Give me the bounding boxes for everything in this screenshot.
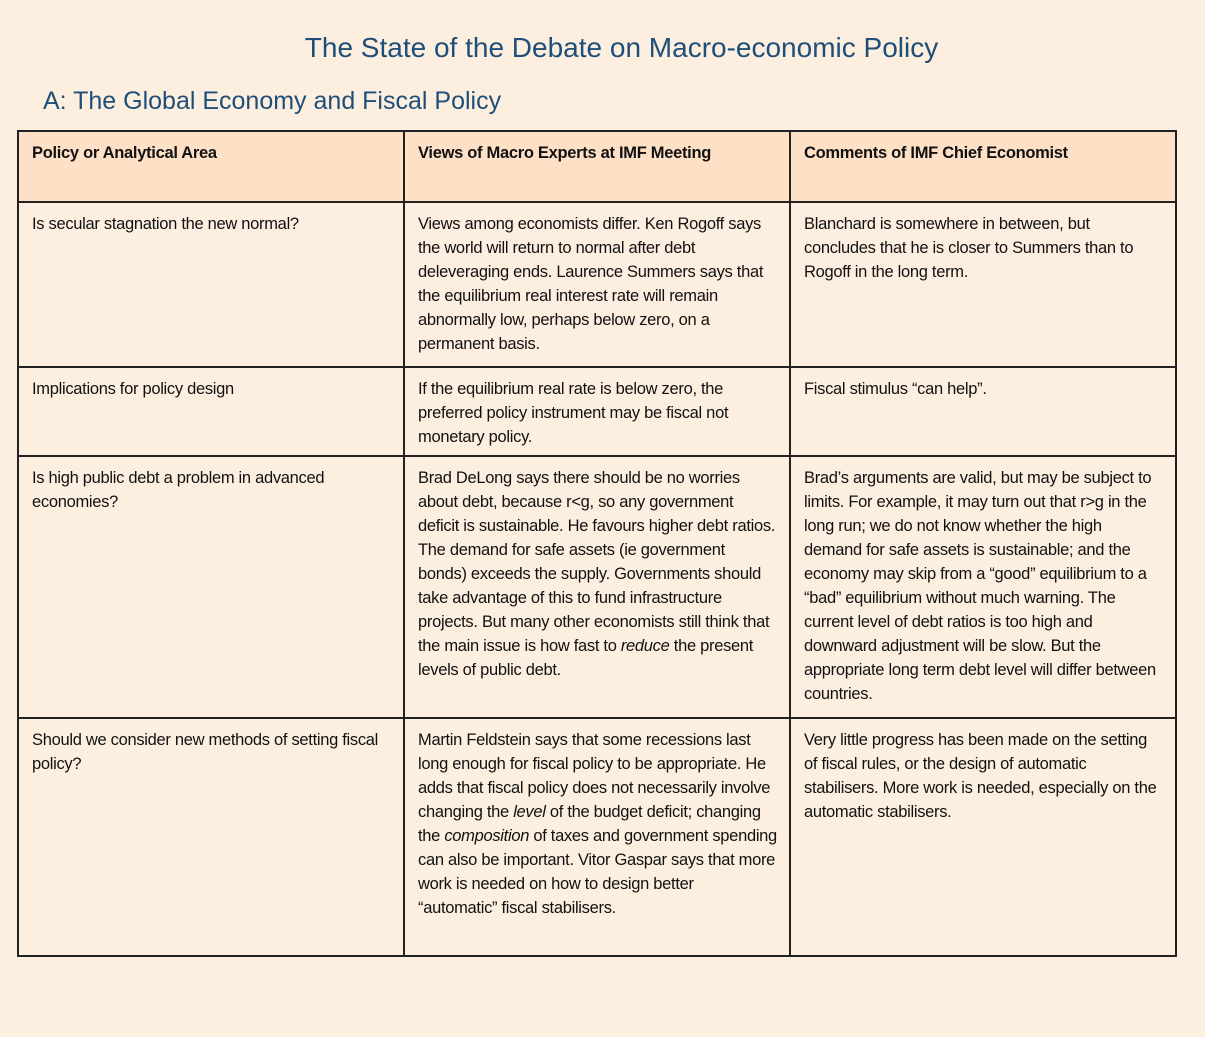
debate-table: Policy or Analytical Area Views of Macro…: [17, 130, 1177, 957]
views-cell: Views among economists differ. Ken Rogof…: [403, 201, 791, 368]
views-cell: Martin Feldstein says that some recessio…: [403, 717, 791, 957]
section-subtitle: A: The Global Economy and Fiscal Policy: [43, 87, 502, 115]
table-row: Implications for policy design If the eq…: [17, 366, 1177, 457]
comments-cell: Very little progress has been made on th…: [789, 717, 1177, 957]
table-header-row: Policy or Analytical Area Views of Macro…: [17, 130, 1177, 203]
area-cell: Should we consider new methods of settin…: [17, 717, 405, 957]
views-emphasis: composition: [444, 827, 530, 845]
views-emphasis: level: [513, 803, 546, 821]
comments-cell: Brad’s arguments are valid, but may be s…: [789, 455, 1177, 719]
views-text: the present levels of public debt.: [418, 637, 754, 679]
page-title: The State of the Debate on Macro-economi…: [304, 32, 939, 63]
views-cell: If the equilibrium real rate is below ze…: [403, 366, 791, 457]
table-row: Is secular stagnation the new normal? Vi…: [17, 201, 1177, 368]
table-row: Should we consider new methods of settin…: [17, 717, 1177, 957]
comments-cell: Blanchard is somewhere in between, but c…: [789, 201, 1177, 368]
area-cell: Is secular stagnation the new normal?: [17, 201, 405, 368]
views-text: Views among economists differ. Ken Rogof…: [418, 215, 764, 353]
header-comments: Comments of IMF Chief Economist: [789, 130, 1177, 203]
views-text: of taxes and government spending can als…: [418, 827, 777, 917]
header-views: Views of Macro Experts at IMF Meeting: [403, 130, 791, 203]
area-cell: Is high public debt a problem in advance…: [17, 455, 405, 719]
views-text: Martin Feldstein says that some recessio…: [418, 731, 771, 821]
views-text: If the equilibrium real rate is below ze…: [418, 380, 729, 446]
table-row: Is high public debt a problem in advance…: [17, 455, 1177, 719]
views-text: Brad DeLong says there should be no worr…: [418, 469, 776, 655]
comments-cell: Fiscal stimulus “can help”.: [789, 366, 1177, 457]
area-cell: Implications for policy design: [17, 366, 405, 457]
views-text: of the budget deficit; changing the: [418, 803, 761, 845]
header-area: Policy or Analytical Area: [17, 130, 405, 203]
views-emphasis: reduce: [620, 637, 670, 655]
views-cell: Brad DeLong says there should be no worr…: [403, 455, 791, 719]
